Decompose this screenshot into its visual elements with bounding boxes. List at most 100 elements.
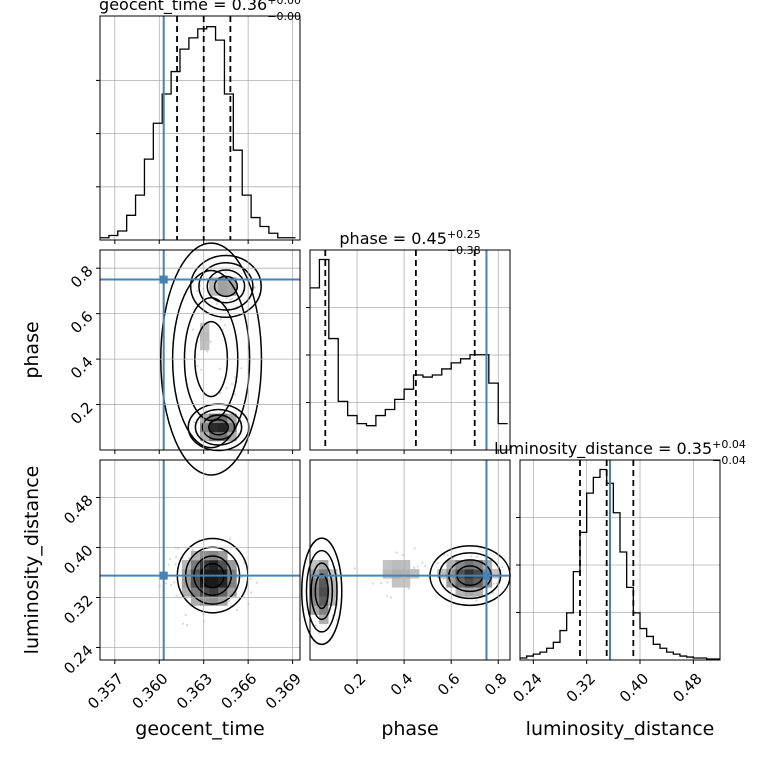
y-tick-label: 0.2: [67, 398, 97, 428]
sample-point: [412, 566, 416, 569]
density-cell: [319, 569, 329, 579]
x-tick-label: 0.40: [616, 670, 652, 706]
x-tick-label: 0.8: [481, 670, 511, 700]
density-cell: [437, 569, 447, 579]
histogram-frame: [99, 15, 301, 241]
density-cell: [464, 569, 474, 579]
density-cell: [200, 587, 210, 597]
sample-point: [407, 587, 410, 590]
histogram-steps: [100, 26, 296, 239]
sample-point: [229, 298, 232, 301]
density-cell: [227, 422, 237, 433]
y-tick-label: 0.4: [67, 353, 97, 383]
density-cell: [200, 569, 210, 579]
density-cell: [310, 560, 320, 570]
density-cell: [218, 422, 228, 433]
sample-point: [371, 582, 375, 585]
density-cell: [319, 578, 329, 588]
x-tick-label: 0.366: [217, 670, 260, 713]
x-tick-label: 0.4: [387, 670, 417, 700]
density-cell: [190, 550, 201, 561]
density-cell: [455, 578, 465, 588]
density-cell: [209, 431, 219, 442]
density-cell: [455, 560, 465, 570]
contour-line: [301, 537, 343, 646]
y-tick-label: 0.24: [60, 641, 96, 677]
contour-line: [206, 269, 246, 304]
density-cell: [181, 587, 192, 597]
sample-point: [223, 324, 226, 327]
sample-point: [491, 592, 494, 595]
density-cell: [218, 550, 228, 561]
sample-point: [501, 565, 504, 568]
contour-line: [314, 573, 329, 610]
density-cell: [227, 560, 237, 570]
density-cell: [464, 578, 474, 588]
density-cell: [200, 596, 210, 606]
x-tick-label: 0.369: [262, 670, 305, 713]
sample-point: [389, 596, 392, 599]
x-tick-label: 0.24: [509, 670, 545, 706]
density-cell: [200, 431, 210, 442]
y-tick-label: 0.48: [60, 491, 96, 527]
text-layer: geocent_time = 0.36+0.00−0.00 phase = 0.4…: [21, 0, 746, 740]
histogram-title: luminosity_distance = 0.35+0.04: [494, 438, 746, 459]
sample-point: [421, 561, 424, 564]
density-cell: [391, 578, 402, 588]
x-axis-label: geocent_time: [135, 718, 264, 740]
histogram-title: geocent_time = 0.36+0.00: [99, 0, 301, 15]
sample-point: [470, 555, 473, 558]
density-cell: [473, 587, 484, 597]
sample-point: [235, 608, 239, 612]
density-cell: [200, 578, 210, 588]
sample-point: [314, 624, 317, 627]
sample-point: [495, 582, 498, 585]
density-cell: [209, 596, 219, 606]
sample-point: [219, 317, 222, 321]
x-tick-label: 0.32: [563, 670, 599, 706]
sample-point: [353, 567, 356, 570]
truth-marker: [159, 571, 168, 580]
sample-point: [240, 367, 243, 370]
density-cell: [310, 578, 320, 588]
sample-point: [236, 576, 239, 579]
contour-line: [194, 408, 243, 446]
sample-point: [175, 594, 178, 597]
sample-point: [443, 553, 446, 556]
panel-frame: [99, 249, 301, 451]
y-axis-label: phase: [21, 321, 43, 378]
sample-point: [401, 554, 404, 557]
density-cell: [200, 331, 210, 342]
contour-line: [207, 419, 230, 436]
sample-point: [206, 350, 209, 353]
sample-point: [380, 582, 383, 585]
density-cell: [209, 413, 219, 424]
sample-point: [192, 328, 195, 331]
sample-point: [170, 583, 173, 586]
density-cell: [328, 578, 338, 588]
sample-point: [225, 297, 228, 300]
x-tick-label: 0.360: [129, 670, 172, 713]
sample-point: [196, 289, 199, 293]
sample-point: [186, 624, 189, 627]
sample-point: [233, 376, 236, 379]
density-cell: [400, 560, 411, 570]
sample-point: [164, 582, 167, 585]
sample-point: [230, 382, 234, 386]
sample-point: [386, 581, 389, 584]
sample-point: [169, 558, 172, 561]
sample-point: [215, 302, 219, 305]
density-cell: [319, 605, 329, 615]
sample-point: [225, 387, 228, 390]
histogram-frame: [519, 459, 721, 661]
density-cell: [400, 569, 411, 579]
density-cell: [200, 340, 210, 351]
histogram-frame: [309, 249, 511, 451]
density-cell: [319, 560, 329, 570]
histogram-title-sub: −0.04: [712, 454, 746, 467]
density-cell: [382, 560, 393, 570]
density-cell: [190, 569, 201, 579]
sample-point: [191, 548, 194, 552]
density-cell: [209, 578, 219, 588]
